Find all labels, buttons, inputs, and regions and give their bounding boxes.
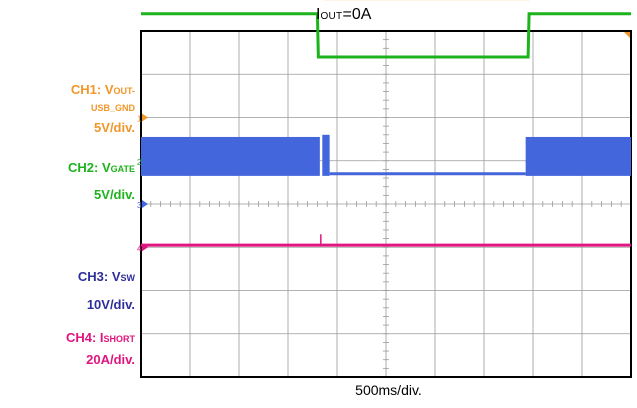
plot-frame — [140, 30, 632, 378]
ground-marker-ch3 — [142, 200, 148, 208]
ch1-scale: 5V/div. — [94, 120, 135, 135]
ch3-switching-band — [525, 136, 631, 176]
ch1-label: CH1: VOUT- USB_GND — [70, 82, 135, 113]
ch4-scale: 20A/div. — [86, 352, 135, 367]
ground-marker-number: 4 — [137, 244, 142, 253]
ground-marker-ch1 — [142, 113, 148, 122]
ch2-scale: 5V/div. — [94, 187, 135, 202]
trigger-marker — [624, 32, 630, 38]
ground-marker-number: 3 — [137, 201, 142, 210]
ground-marker-number: 1 — [137, 115, 142, 124]
ch4-label: CH4: ISHORT — [65, 330, 135, 345]
chart-title: IOUT=0A — [316, 6, 372, 23]
ch3-switching-band — [141, 136, 320, 176]
ch2-label: CH2: VGATE — [68, 160, 135, 175]
ch2-trace — [141, 12, 631, 59]
ch3-switching-band — [322, 134, 330, 176]
timebase-label: 500ms/div. — [355, 382, 422, 398]
ground-marker-number: 2 — [137, 158, 142, 167]
ch3-label: CH3: VSW — [77, 269, 135, 284]
ch3-scale: 10V/div. — [86, 297, 135, 312]
